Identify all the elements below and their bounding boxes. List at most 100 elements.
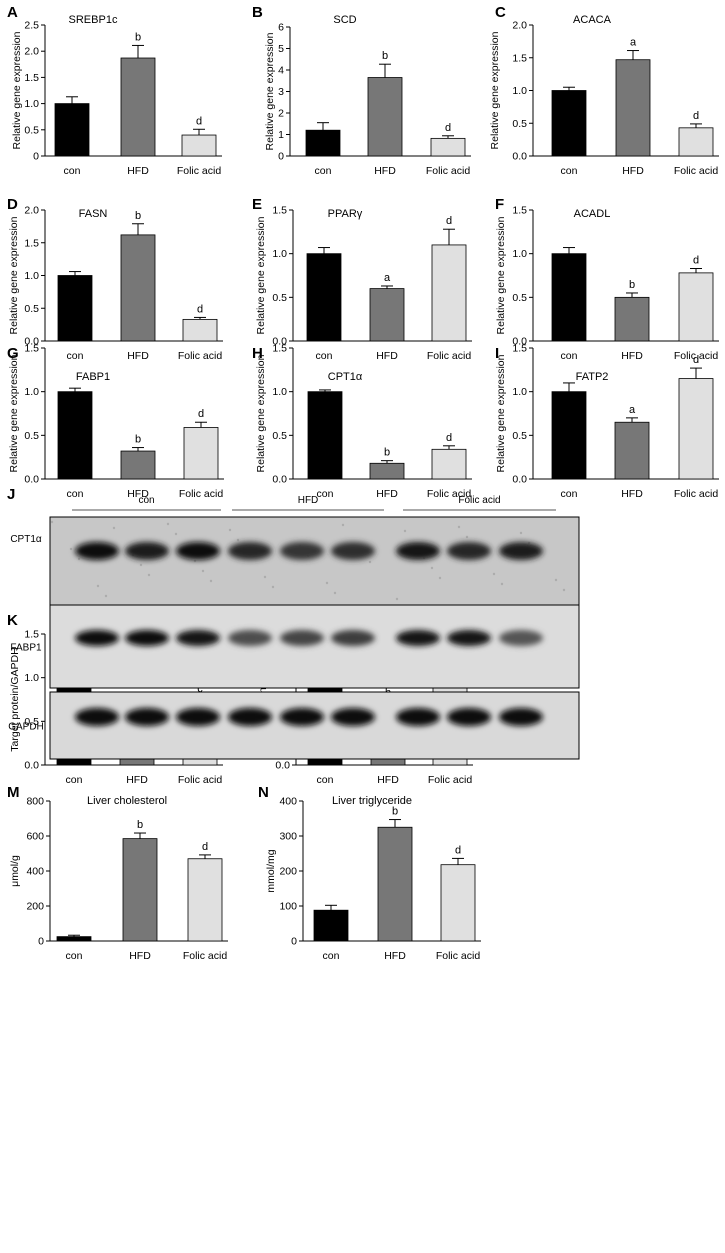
chart-panel-i: I FATP2 Relative gene expression 0.0 0.5 1.0 1… — [495, 343, 719, 500]
bar-con — [57, 391, 93, 480]
bar-con — [306, 253, 342, 342]
y-tick-label: 600 — [26, 831, 44, 843]
category-label: HFD — [126, 774, 148, 786]
y-tick-label: 6 — [278, 22, 284, 34]
blot-noise — [147, 573, 151, 577]
blot-band — [499, 542, 543, 560]
y-tick-label: 400 — [26, 866, 44, 878]
y-tick-label: 0.5 — [24, 430, 39, 442]
significance-label: a — [629, 404, 636, 416]
bar-hfd — [120, 450, 156, 480]
blot-band — [75, 630, 119, 646]
bar-con — [54, 103, 90, 157]
significance-label: b — [135, 31, 141, 43]
y-axis-label: Relative gene expression — [495, 354, 507, 472]
chart-title: ACACA — [573, 14, 612, 26]
significance-label: a — [384, 272, 391, 284]
significance-label: b — [135, 434, 141, 446]
category-label: HFD — [622, 165, 644, 177]
bar-hfd — [615, 59, 651, 157]
blot-noise — [174, 532, 178, 536]
y-tick-label: 1.0 — [24, 386, 39, 398]
significance-label: b — [629, 279, 635, 291]
blot-noise — [77, 557, 81, 561]
blot-noise — [325, 581, 329, 585]
y-tick-label: 400 — [279, 796, 297, 808]
chart-panel-e: E PPARγ Relative gene expression 0.0 0.5 1.0 1… — [252, 196, 472, 362]
y-tick-label: 0.0 — [24, 474, 39, 486]
category-label: Folic acid — [426, 165, 471, 177]
significance-label: d — [445, 122, 451, 134]
significance-label: d — [198, 408, 204, 420]
blot-frame — [49, 691, 580, 760]
y-tick-label: 100 — [279, 901, 297, 913]
blot-noise — [69, 547, 73, 551]
chart-title: ACADL — [574, 208, 611, 220]
blot-band — [176, 708, 220, 726]
bar-hfd — [122, 838, 158, 942]
chart-title: Liver cholesterol — [87, 795, 167, 807]
y-axis-label: Relative gene expression — [489, 31, 501, 149]
blot-band — [396, 630, 440, 646]
bar-hfd — [367, 77, 403, 157]
y-tick-label: 2.0 — [512, 20, 527, 32]
protein-label: GAPDH — [8, 722, 44, 733]
chart-title: Liver triglyceride — [332, 795, 412, 807]
category-label: HFD — [129, 950, 151, 962]
significance-label: b — [392, 806, 398, 818]
bar-folic-acid — [440, 864, 476, 942]
category-label: Folic acid — [178, 774, 223, 786]
y-tick-label: 0.5 — [24, 716, 39, 728]
blot-band — [396, 542, 440, 560]
y-tick-label: 0.5 — [512, 292, 527, 304]
y-tick-label: 2.0 — [24, 205, 39, 217]
group-label: Folic acid — [458, 495, 500, 506]
blot-noise — [562, 588, 566, 592]
bar-con — [313, 909, 349, 942]
blot-band — [499, 708, 543, 726]
blot-noise — [333, 591, 337, 595]
y-axis-label: Relative gene expression — [11, 31, 23, 149]
y-tick-label: 0.0 — [275, 760, 290, 772]
category-label: Folic acid — [428, 774, 473, 786]
panel-letter: D — [7, 196, 18, 213]
y-tick-label: 2.0 — [24, 46, 39, 58]
y-tick-label: 0.0 — [272, 474, 287, 486]
category-label: Folic acid — [436, 950, 481, 962]
y-tick-label: 0.0 — [512, 151, 527, 163]
category-label: con — [64, 165, 81, 177]
blot-noise — [209, 579, 213, 583]
bar-hfd — [120, 234, 156, 342]
bar-con — [57, 275, 93, 342]
panel-letter: A — [7, 4, 18, 21]
blot-frame — [49, 604, 580, 689]
category-label: con — [317, 774, 334, 786]
bar-hfd — [614, 421, 650, 480]
bar-hfd — [369, 288, 405, 342]
category-label: HFD — [621, 350, 643, 362]
chart-title: CPT1α — [328, 371, 363, 383]
y-tick-label: 800 — [26, 796, 44, 808]
bar-con — [551, 90, 587, 157]
category-label: con — [67, 350, 84, 362]
y-tick-label: 1.0 — [272, 386, 287, 398]
blot-band — [447, 542, 491, 560]
blot-noise — [139, 563, 143, 567]
bar-hfd — [377, 826, 413, 942]
category-label: con — [561, 350, 578, 362]
y-tick-label: 1.5 — [24, 629, 39, 641]
category-label: HFD — [376, 488, 398, 500]
y-tick-label: 1.0 — [24, 270, 39, 282]
significance-label: d — [202, 841, 208, 853]
panel-letter: C — [495, 4, 506, 21]
category-label: HFD — [377, 774, 399, 786]
bar-folic-acid — [431, 244, 467, 342]
y-tick-label: 1.5 — [24, 237, 39, 249]
panel-letter: M — [7, 784, 20, 801]
y-tick-label: 200 — [26, 901, 44, 913]
y-axis-label: Relative gene expression — [264, 32, 276, 150]
y-tick-label: 0.5 — [24, 303, 39, 315]
y-tick-label: 4 — [278, 65, 284, 77]
